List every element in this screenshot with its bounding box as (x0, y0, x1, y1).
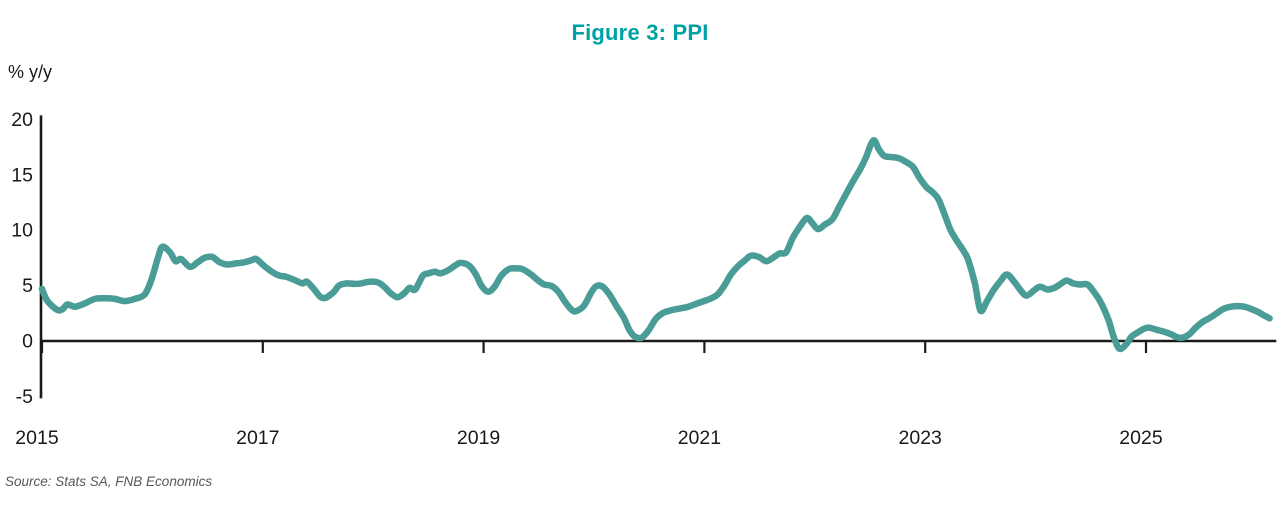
y-tick-label: -5 (16, 386, 33, 408)
x-tick-label: 2019 (457, 427, 500, 449)
y-tick-label: 20 (11, 109, 33, 131)
source-note: Source: Stats SA, FNB Economics (5, 474, 213, 489)
y-tick-label: 5 (22, 275, 33, 297)
x-tick-label: 2021 (678, 427, 721, 449)
y-tick-label: 10 (11, 220, 33, 242)
x-tick-label: 2023 (899, 427, 942, 449)
x-tick-label: 2017 (236, 427, 279, 449)
ppi-series-line (38, 137, 1273, 353)
y-tick-label: 15 (11, 164, 33, 186)
y-tick-label: 0 (22, 331, 33, 353)
y-axis-unit-label: % y/y (8, 62, 53, 82)
x-tick-label: 2015 (15, 427, 59, 449)
x-tick-label: 2025 (1119, 427, 1163, 449)
chart-title: Figure 3: PPI (571, 20, 709, 45)
